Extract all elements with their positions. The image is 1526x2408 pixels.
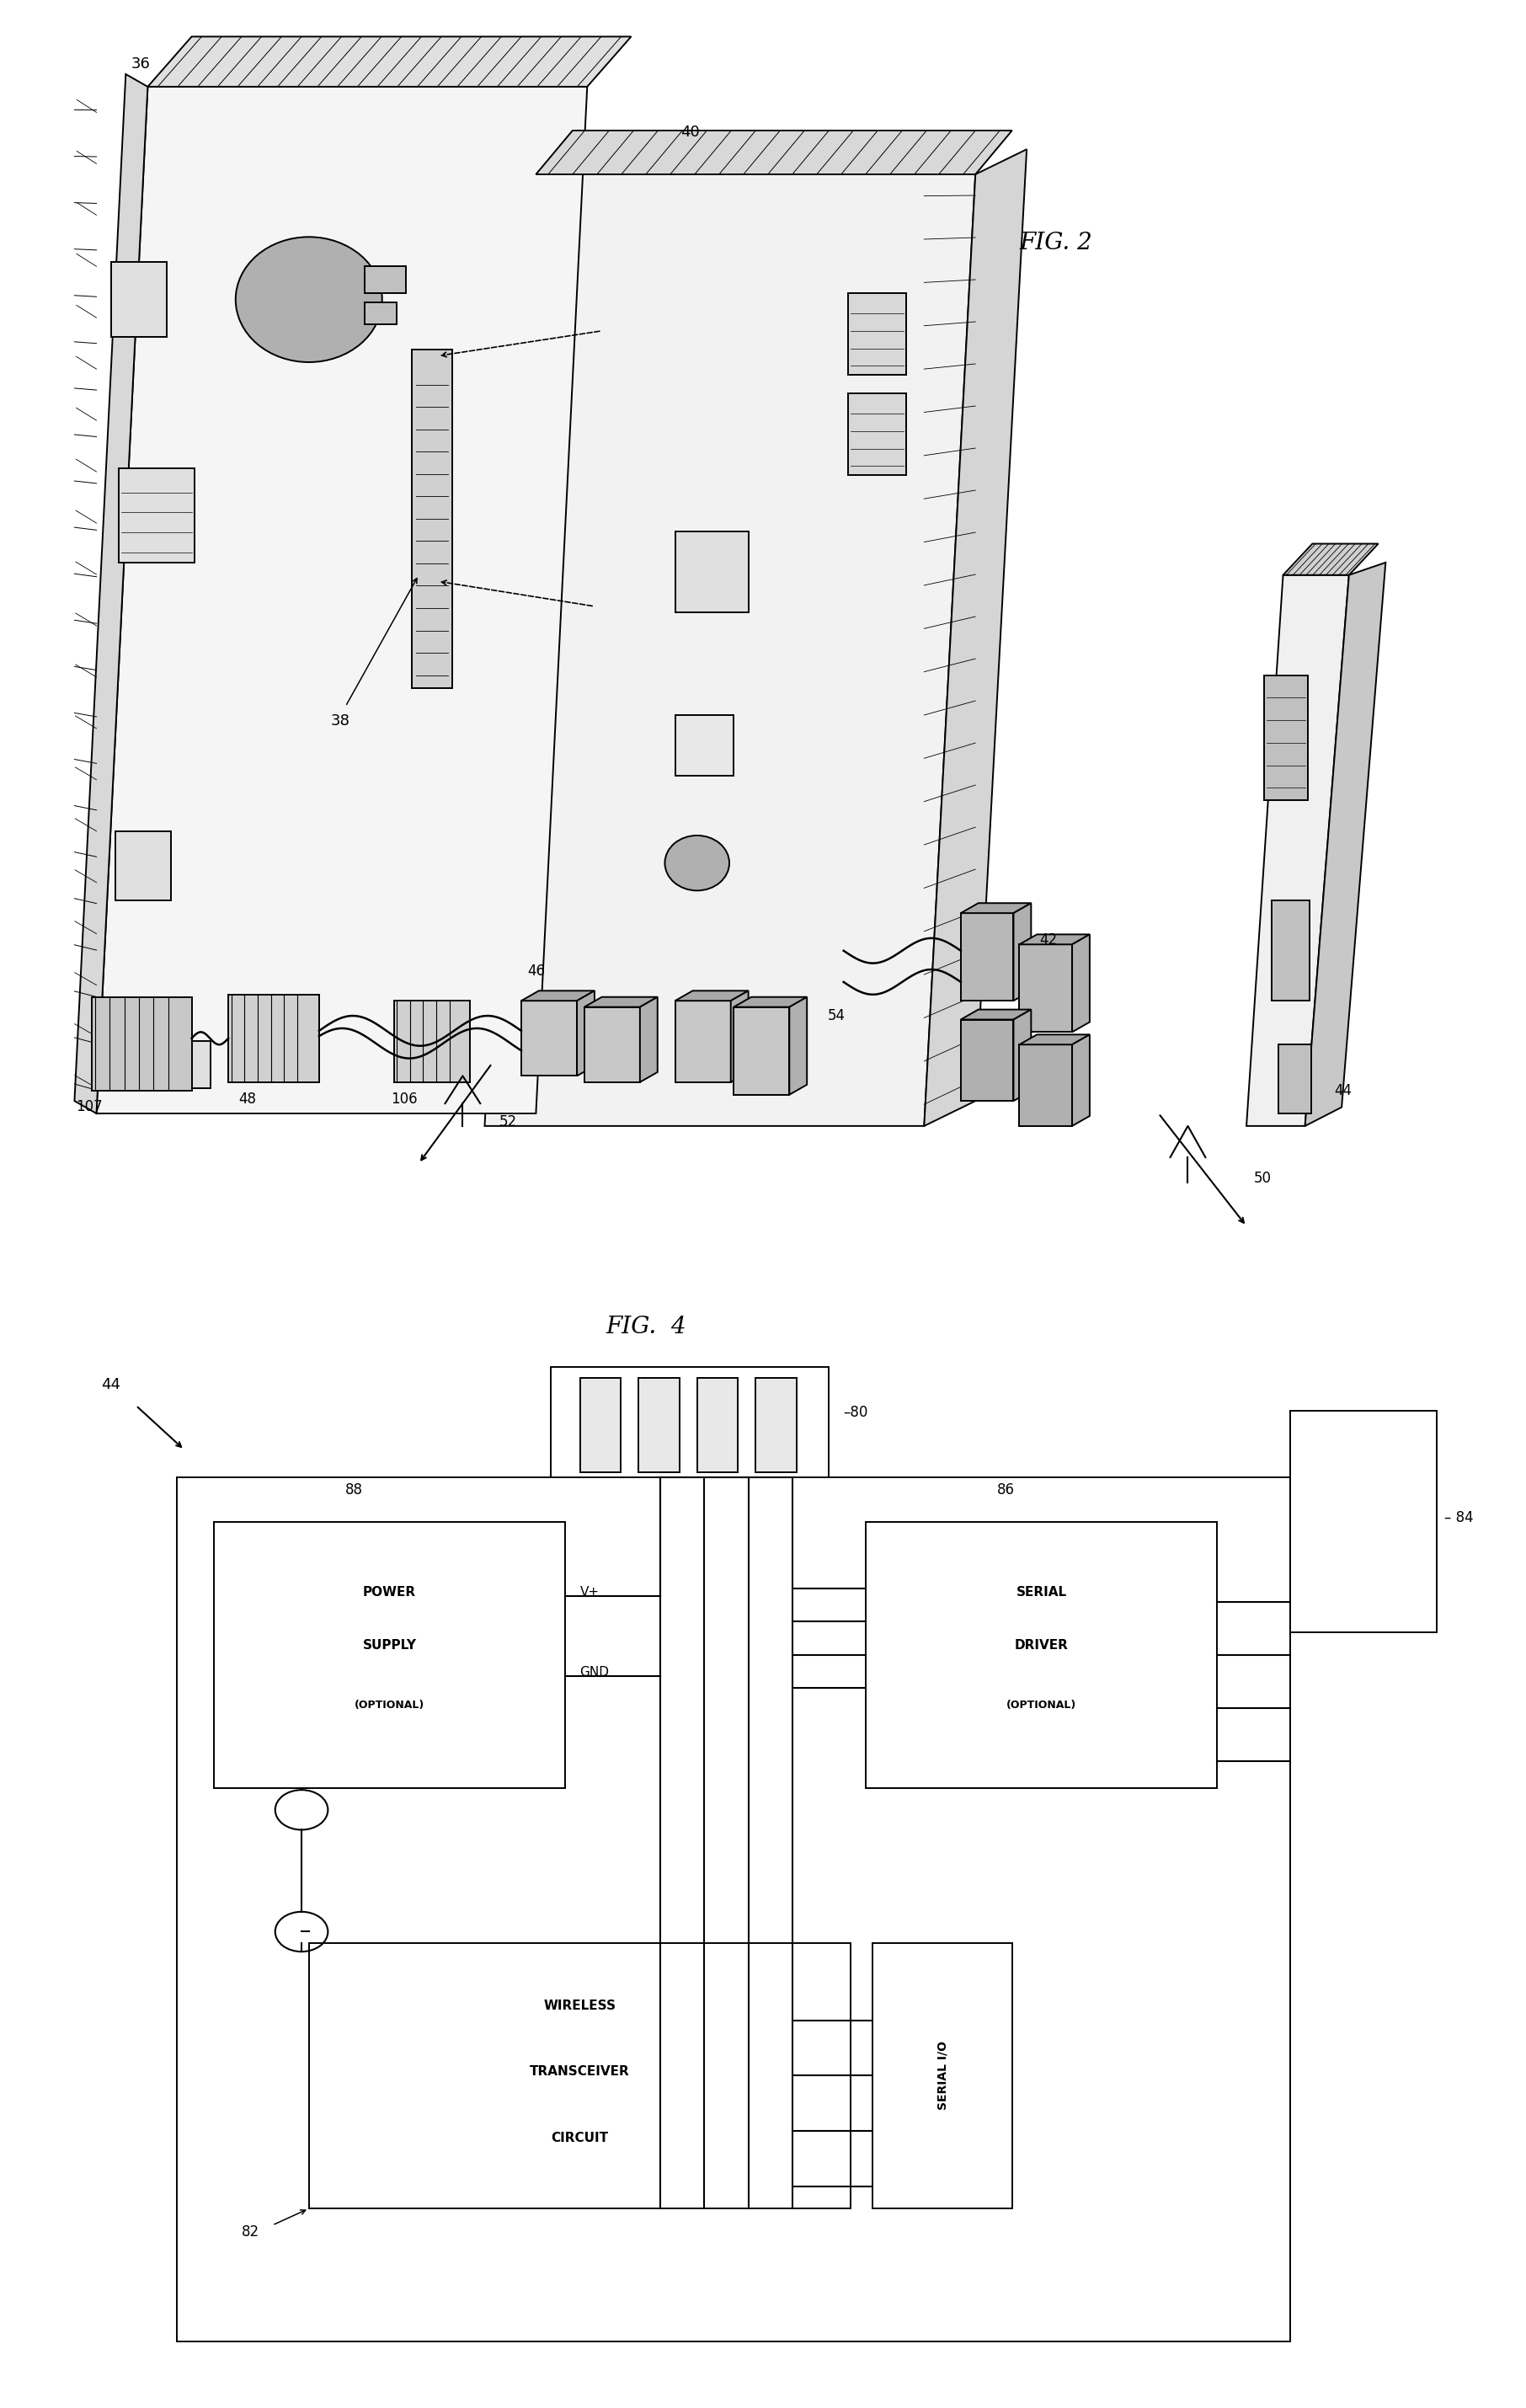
Text: – 84: – 84 [1444, 1510, 1474, 1524]
Polygon shape [639, 997, 658, 1081]
Bar [177, 1479, 1291, 2341]
Bar [214, 1522, 565, 1787]
Polygon shape [789, 997, 807, 1096]
Polygon shape [148, 36, 632, 87]
Text: POWER: POWER [363, 1587, 417, 1599]
Text: 86: 86 [998, 1483, 1015, 1498]
Text: 106: 106 [391, 1091, 418, 1108]
Text: 46: 46 [526, 963, 545, 980]
Polygon shape [731, 990, 748, 1081]
Polygon shape [1283, 544, 1378, 576]
Bar [584, 1007, 639, 1081]
Bar [229, 995, 319, 1081]
Text: FIG. 2: FIG. 2 [1019, 231, 1093, 255]
Polygon shape [1019, 934, 1090, 944]
Bar [873, 1943, 1012, 2208]
Circle shape [665, 836, 729, 891]
Bar [365, 265, 406, 294]
Polygon shape [1013, 1009, 1032, 1100]
Bar [1279, 1045, 1311, 1112]
Text: SUPPLY: SUPPLY [363, 1640, 417, 1652]
Text: 38: 38 [331, 713, 349, 730]
Bar [638, 1377, 679, 1471]
Bar [1264, 674, 1308, 799]
Text: FIG.  4: FIG. 4 [606, 1315, 687, 1339]
Polygon shape [1247, 576, 1349, 1127]
Bar [755, 1377, 797, 1471]
Circle shape [235, 236, 382, 361]
Bar [522, 1002, 577, 1076]
Polygon shape [925, 149, 1027, 1127]
Bar [111, 262, 166, 337]
Polygon shape [577, 990, 595, 1076]
Bar [734, 1007, 789, 1096]
Text: 50: 50 [1254, 1170, 1271, 1185]
Bar [961, 1019, 1013, 1100]
Polygon shape [1019, 1035, 1090, 1045]
Text: 42: 42 [1039, 932, 1058, 949]
Text: V+: V+ [580, 1587, 600, 1599]
Polygon shape [96, 87, 588, 1112]
Text: 52: 52 [499, 1115, 517, 1129]
Text: (OPTIONAL): (OPTIONAL) [1006, 1700, 1076, 1710]
Text: 82: 82 [241, 2225, 259, 2239]
Bar [551, 1368, 829, 1479]
Text: (OPTIONAL): (OPTIONAL) [354, 1700, 424, 1710]
Bar [412, 349, 452, 689]
Bar [674, 1002, 731, 1081]
Polygon shape [485, 173, 975, 1127]
Bar [674, 532, 748, 612]
Polygon shape [1073, 934, 1090, 1033]
Text: 48: 48 [238, 1091, 256, 1108]
Polygon shape [584, 997, 658, 1007]
Bar [580, 1377, 621, 1471]
Polygon shape [734, 997, 807, 1007]
Text: CIRCUIT: CIRCUIT [551, 2131, 609, 2146]
Bar [1019, 944, 1073, 1033]
Text: 44: 44 [101, 1377, 121, 1392]
Bar [1291, 1411, 1437, 1633]
Text: SERIAL: SERIAL [1016, 1587, 1067, 1599]
Bar [1271, 901, 1309, 1002]
Text: SERIAL I/O: SERIAL I/O [937, 2042, 948, 2109]
Text: 88: 88 [345, 1483, 363, 1498]
Polygon shape [674, 990, 748, 1002]
Polygon shape [75, 75, 148, 1112]
Bar [961, 913, 1013, 1002]
Polygon shape [536, 130, 1012, 173]
Polygon shape [1073, 1035, 1090, 1127]
Bar [119, 470, 195, 563]
Bar [1019, 1045, 1073, 1127]
Bar [308, 1943, 852, 2208]
Text: –80: –80 [844, 1404, 868, 1421]
Bar [697, 1377, 739, 1471]
Polygon shape [1013, 903, 1032, 1002]
Bar [674, 715, 734, 775]
Text: 36: 36 [131, 55, 150, 72]
Text: 44: 44 [1334, 1084, 1352, 1098]
Bar [92, 997, 192, 1091]
Text: 107: 107 [76, 1098, 102, 1115]
Bar [848, 393, 906, 474]
Text: WIRELESS: WIRELESS [543, 1999, 617, 2011]
Text: 54: 54 [827, 1009, 845, 1023]
Bar [116, 831, 171, 901]
Text: 40: 40 [681, 125, 699, 140]
Text: DRIVER: DRIVER [1015, 1640, 1068, 1652]
Bar [865, 1522, 1218, 1787]
Text: GND: GND [580, 1666, 609, 1678]
Bar [116, 1040, 211, 1088]
Polygon shape [961, 903, 1032, 913]
Bar [394, 1002, 470, 1081]
Polygon shape [961, 1009, 1032, 1019]
Bar [365, 301, 397, 325]
Text: TRANSCEIVER: TRANSCEIVER [530, 2066, 630, 2078]
Polygon shape [1305, 563, 1386, 1127]
Polygon shape [522, 990, 595, 1002]
Bar [848, 294, 906, 376]
